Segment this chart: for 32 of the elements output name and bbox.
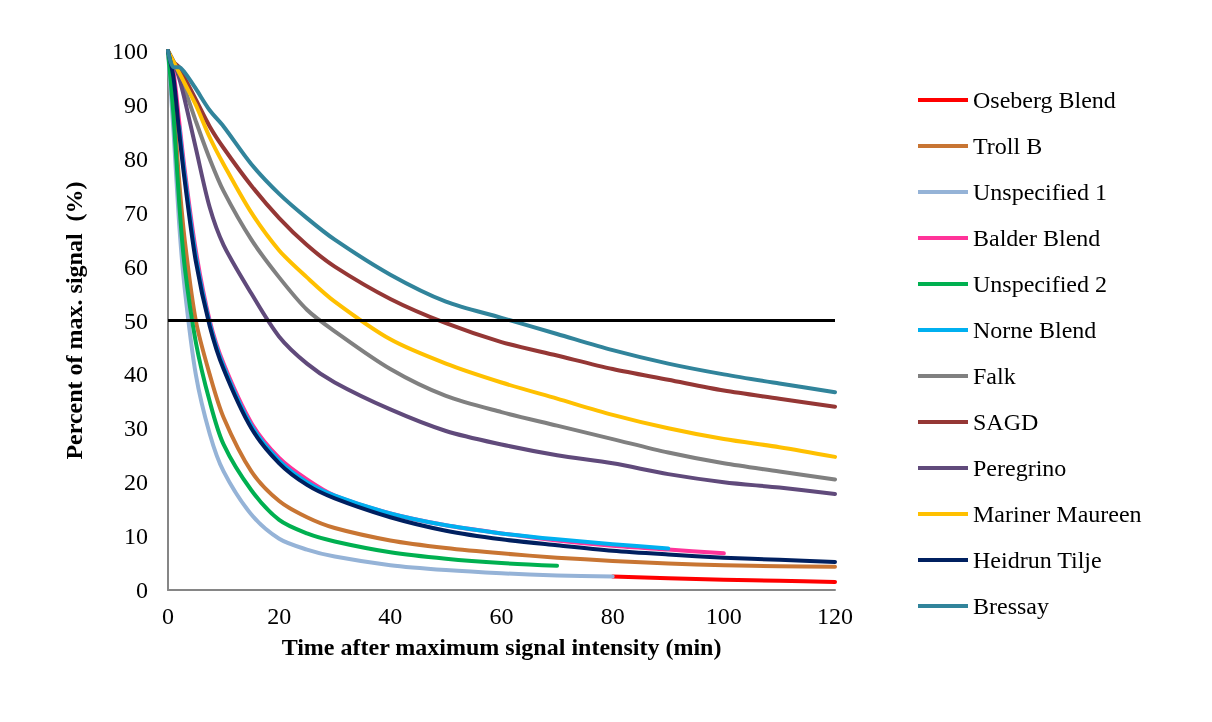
y-tick-label: 30 (124, 415, 148, 442)
x-tick-label: 60 (489, 603, 514, 629)
legend-label: Norne Blend (973, 317, 1097, 343)
y-tick-label: 10 (124, 523, 148, 550)
x-tick-label: 0 (162, 603, 174, 629)
x-tick-label: 20 (267, 603, 292, 629)
legend-label: Unspecified 2 (973, 271, 1107, 297)
x-tick-label: 80 (600, 603, 625, 629)
legend-label: Bressay (973, 593, 1049, 619)
legend-label: Falk (973, 363, 1016, 389)
y-tick-label: 20 (124, 469, 148, 496)
legend-label: Heidrun Tilje (973, 547, 1102, 573)
x-tick-label: 100 (705, 603, 742, 629)
x-tick-label: 40 (378, 603, 403, 629)
y-tick-label: 70 (124, 199, 148, 226)
legend-label: Balder Blend (973, 225, 1101, 251)
legend-label: Mariner Maureen (973, 501, 1142, 527)
legend-label: Peregrino (973, 455, 1067, 481)
y-tick-label: 80 (124, 145, 148, 172)
legend-label: Troll B (973, 133, 1043, 159)
x-axis-title: Time after maximum signal intensity (min) (281, 634, 722, 660)
legend-label: Unspecified 1 (973, 179, 1107, 205)
x-tick-label: 120 (817, 603, 853, 629)
y-tick-label: 60 (124, 253, 148, 280)
y-axis-title: Percent of max. signal (%) (61, 181, 87, 460)
y-tick-label: 0 (136, 577, 148, 603)
y-tick-label: 50 (124, 307, 148, 334)
y-tick-label: 90 (124, 91, 148, 118)
y-tick-label: 40 (124, 361, 148, 388)
y-tick-label: 100 (112, 38, 148, 64)
legend-label: Oseberg Blend (973, 87, 1116, 113)
legend-label: SAGD (973, 409, 1039, 435)
